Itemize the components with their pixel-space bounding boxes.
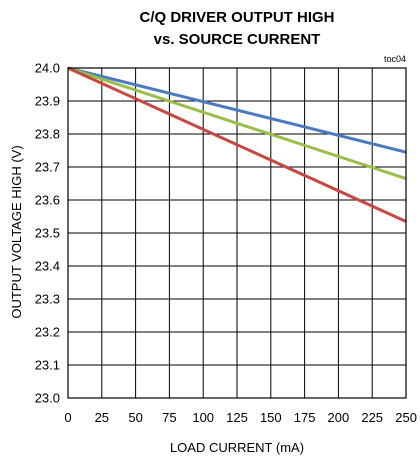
series-line-1 (67, 66, 407, 154)
x-tick-label: 125 (226, 410, 248, 425)
x-axis-label: LOAD CURRENT (mA) (170, 440, 304, 455)
series-group (67, 66, 407, 223)
x-tick-label: 50 (128, 410, 142, 425)
x-tick-label: 25 (95, 410, 109, 425)
y-axis-label: OUTPUT VOLTAGE HIGH (V) (9, 145, 24, 318)
x-tick-label: 250 (395, 410, 417, 425)
y-tick-label: 23.2 (35, 325, 60, 340)
series-line-2 (67, 66, 407, 180)
y-tick-label: 23.8 (35, 127, 60, 142)
y-tick-label: 23.1 (35, 358, 60, 373)
chart-title: C/Q DRIVER OUTPUT HIGH (139, 9, 334, 26)
x-tick-label: 150 (260, 410, 282, 425)
chart-subtitle: vs. SOURCE CURRENT (154, 31, 321, 48)
series-line-3 (67, 66, 407, 223)
chart-annotation: toc04 (384, 54, 406, 64)
x-tick-label: 200 (328, 410, 350, 425)
x-tick-label: 75 (162, 410, 176, 425)
y-tick-label: 23.9 (35, 94, 60, 109)
y-tick-label: 23.6 (35, 193, 60, 208)
y-tick-label: 23.5 (35, 226, 60, 241)
y-tick-label: 23.0 (35, 391, 60, 406)
plot-frame (67, 67, 407, 399)
x-tick-label: 225 (361, 410, 383, 425)
y-tick-label: 24.0 (35, 61, 60, 76)
y-tick-label: 23.3 (35, 292, 60, 307)
x-tick-label: 0 (64, 410, 71, 425)
x-tick-label: 100 (192, 410, 214, 425)
x-tick-label: 175 (294, 410, 316, 425)
y-tick-labels: 23.0 23.1 23.2 23.3 23.4 23.5 23.6 23.7 23.8 23.9… (35, 61, 60, 406)
y-tick-label: 23.7 (35, 160, 60, 175)
y-tick-label: 23.4 (35, 259, 60, 274)
x-tick-labels: 0 25 50 75 100 125 150 175 200 225 250 (64, 410, 417, 425)
